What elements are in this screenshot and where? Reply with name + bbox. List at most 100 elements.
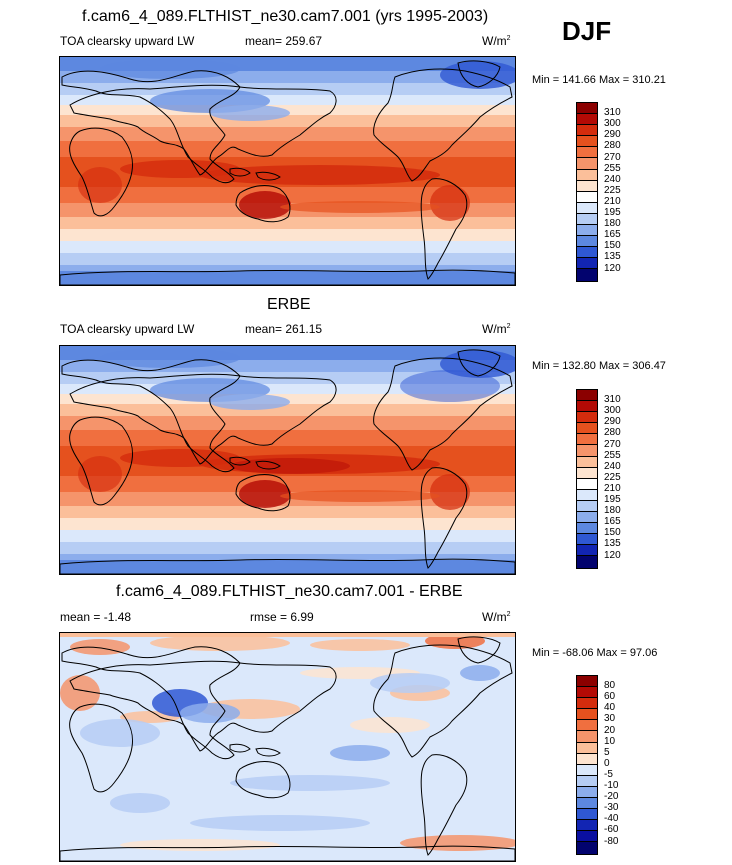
panel2-units: W/m2	[482, 322, 511, 336]
colorbar-swatch	[577, 489, 597, 501]
colorbar-swatch	[577, 258, 597, 270]
colorbar-label: 290	[604, 416, 621, 428]
colorbar-swatch	[577, 445, 597, 457]
colorbar-label: 210	[604, 482, 621, 494]
colorbar-swatch	[577, 202, 597, 214]
colorbar-label: 300	[604, 118, 621, 130]
colorbar-label: 150	[604, 240, 621, 252]
panel2-variable: TOA clearsky upward LW	[60, 322, 195, 336]
colorbar-swatch	[577, 742, 597, 754]
colorbar-swatch	[577, 247, 597, 259]
colorbar-label: 240	[604, 173, 621, 185]
colorbar-swatch	[577, 390, 597, 402]
colorbar-label: 195	[604, 207, 621, 218]
colorbar-swatch	[577, 775, 597, 787]
colorbar-label: 280	[604, 140, 621, 152]
colorbar-swatch	[577, 114, 597, 126]
colorbar-label: 310	[604, 394, 621, 406]
colorbar-swatch	[577, 512, 597, 524]
colorbar-swatch	[577, 147, 597, 159]
colorbar-swatch	[577, 753, 597, 765]
season-label: DJF	[562, 16, 612, 46]
colorbar-swatch	[577, 434, 597, 446]
colorbar-swatch	[577, 236, 597, 248]
panel1-title: f.cam6_4_089.FLTHIST_ne30.cam7.001 (yrs …	[82, 8, 489, 25]
colorbar-label: 165	[604, 229, 621, 241]
colorbar-label: 280	[604, 427, 621, 439]
colorbar-swatch	[577, 545, 597, 557]
colorbar-label: 210	[604, 195, 621, 207]
colorbar-swatch	[577, 786, 597, 799]
panel1-colorbar	[576, 102, 598, 282]
colorbar-swatch	[577, 191, 597, 203]
colorbar-label: -5	[604, 768, 613, 780]
colorbar-label: 300	[604, 405, 621, 417]
colorbar-swatch	[577, 158, 597, 170]
panel2-map	[59, 345, 516, 575]
colorbar-swatch	[577, 103, 597, 115]
panel1-map	[59, 56, 516, 286]
colorbar-swatch	[577, 423, 597, 435]
colorbar-label: -10	[604, 780, 619, 791]
colorbar-label: 290	[604, 129, 621, 141]
panel2-mean: mean= 261.15	[245, 322, 323, 336]
colorbar-swatch	[577, 523, 597, 535]
colorbar-swatch	[577, 556, 597, 568]
colorbar-swatch	[577, 269, 597, 281]
colorbar-label: 120	[604, 262, 621, 274]
colorbar-swatch	[577, 136, 597, 148]
colorbar-swatch	[577, 125, 597, 137]
panel2-minmax: Min = 132.80 Max = 306.47	[532, 360, 666, 372]
colorbar-label: 255	[604, 162, 621, 174]
colorbar-label: -60	[604, 824, 619, 836]
colorbar-label: 135	[604, 251, 621, 263]
colorbar-swatch	[577, 412, 597, 424]
colorbar-label: 0	[604, 757, 610, 769]
colorbar-swatch	[577, 478, 597, 490]
colorbar-swatch	[577, 687, 597, 699]
colorbar-swatch	[577, 676, 597, 688]
colorbar-label: 120	[604, 549, 621, 561]
colorbar-swatch	[577, 213, 597, 226]
panel3-colorbar	[576, 675, 598, 855]
colorbar-swatch	[577, 534, 597, 546]
colorbar-label: 270	[604, 151, 621, 163]
colorbar-swatch	[577, 764, 597, 776]
colorbar-swatch	[577, 798, 597, 810]
colorbar-label: 135	[604, 538, 621, 550]
colorbar-label: 20	[604, 724, 616, 736]
colorbar-swatch	[577, 169, 597, 181]
panel2-title: ERBE	[267, 296, 311, 313]
colorbar-label: 310	[604, 107, 621, 119]
colorbar-swatch	[577, 401, 597, 413]
colorbar-swatch	[577, 698, 597, 710]
panel3-map	[59, 632, 516, 862]
colorbar-label: 10	[604, 735, 616, 747]
colorbar-label: 225	[604, 184, 621, 196]
colorbar-label: 180	[604, 218, 621, 230]
colorbar-label: 240	[604, 460, 621, 472]
colorbar-label: -80	[604, 835, 619, 847]
colorbar-label: 180	[604, 505, 621, 517]
colorbar-label: 195	[604, 494, 621, 505]
colorbar-label: 225	[604, 471, 621, 483]
colorbar-label: 5	[604, 746, 610, 758]
colorbar-swatch	[577, 225, 597, 237]
panel3-rmse: rmse = 6.99	[250, 610, 314, 624]
colorbar-label: 165	[604, 516, 621, 528]
colorbar-label: 150	[604, 527, 621, 539]
panel3-title: f.cam6_4_089.FLTHIST_ne30.cam7.001 - ERB…	[116, 583, 463, 600]
colorbar-swatch	[577, 820, 597, 832]
panel1-variable: TOA clearsky upward LW	[60, 34, 195, 48]
panel1-units: W/m2	[482, 34, 511, 48]
panel3-minmax: Min = -68.06 Max = 97.06	[532, 647, 658, 659]
colorbar-label: 40	[604, 702, 616, 714]
colorbar-swatch	[577, 720, 597, 732]
colorbar-swatch	[577, 731, 597, 743]
colorbar-swatch	[577, 842, 597, 854]
colorbar-label: 30	[604, 713, 616, 725]
panel1-mean: mean= 259.67	[245, 34, 323, 48]
panel3-units: W/m2	[482, 610, 511, 624]
colorbar-swatch	[577, 180, 597, 192]
colorbar-label: 60	[604, 691, 616, 703]
